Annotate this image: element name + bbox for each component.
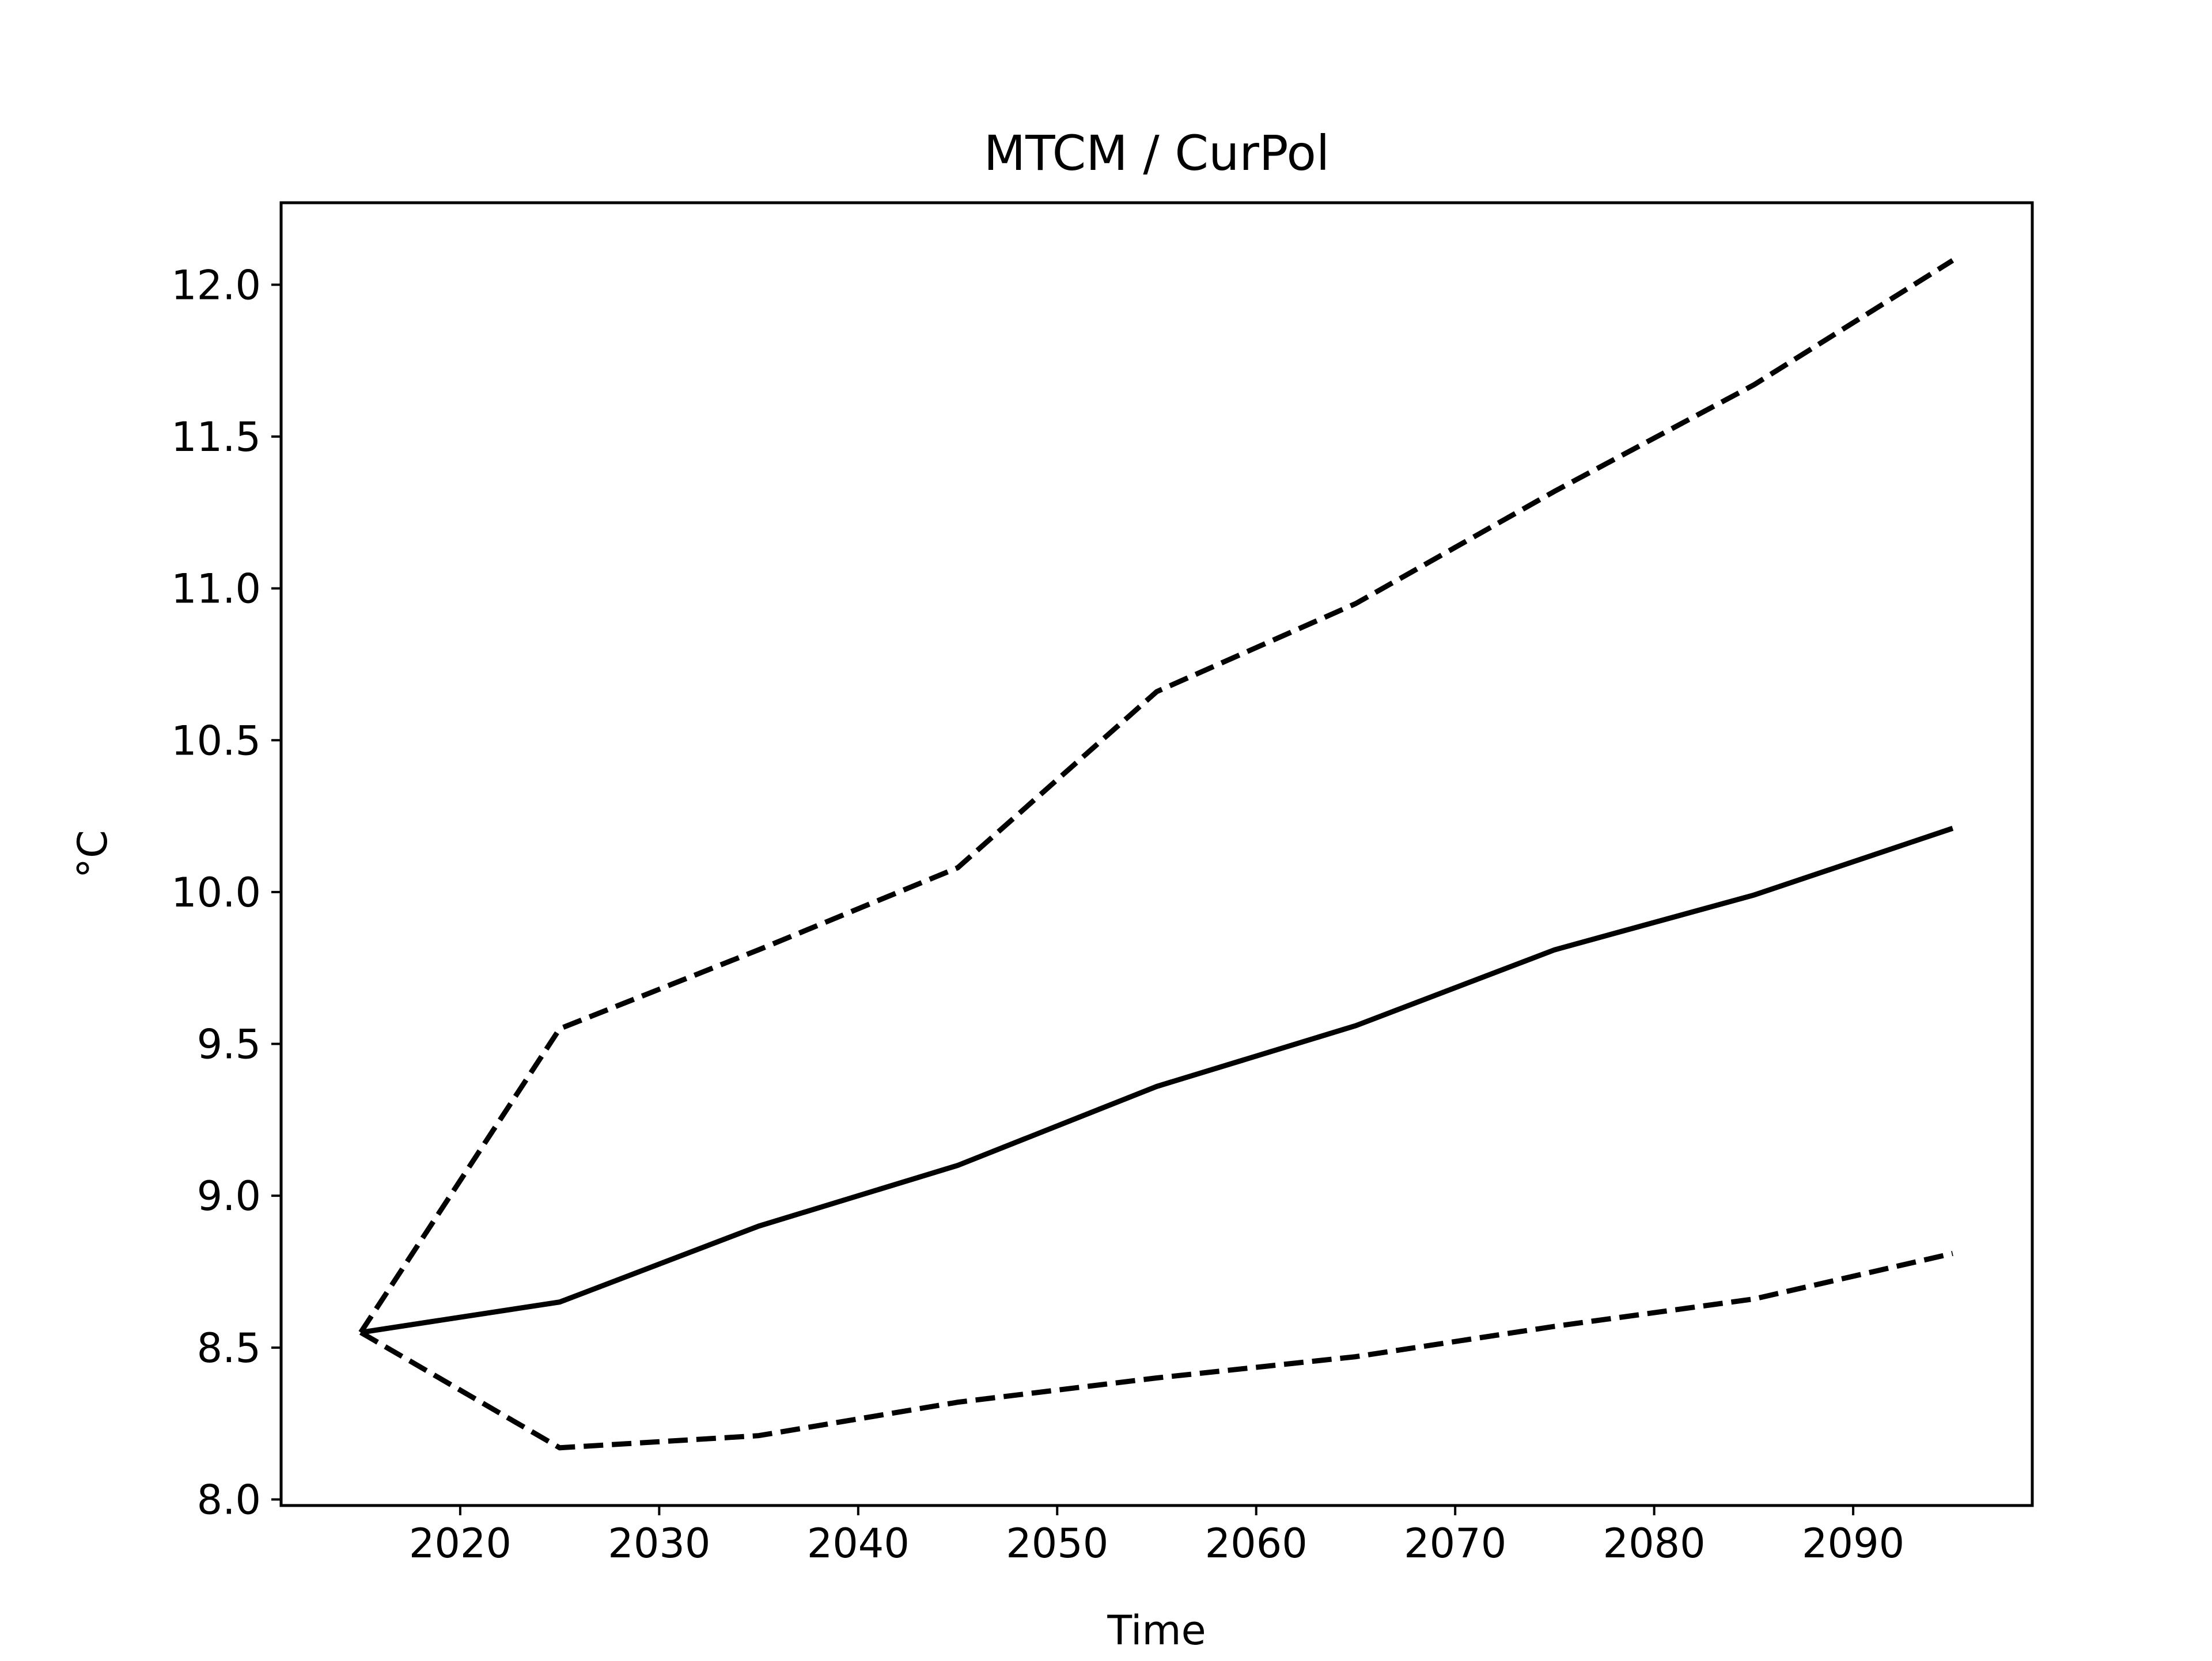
y-tick-label: 12.0 xyxy=(171,261,261,309)
x-tick-label: 2090 xyxy=(1802,1520,1904,1567)
y-axis-label: °C xyxy=(69,830,116,878)
y-tick-label: 9.5 xyxy=(197,1021,261,1068)
y-tick-label: 11.5 xyxy=(171,414,261,461)
x-tick-label: 2050 xyxy=(1006,1520,1108,1567)
x-tick-label: 2070 xyxy=(1404,1520,1506,1567)
y-tick-label: 10.0 xyxy=(171,869,261,916)
x-tick-label: 2060 xyxy=(1205,1520,1308,1567)
y-tick-label: 10.5 xyxy=(171,717,261,764)
x-tick-label: 2080 xyxy=(1603,1520,1706,1567)
x-axis-label: Time xyxy=(1107,1607,1206,1654)
y-tick-label: 11.0 xyxy=(171,566,261,613)
x-tick-label: 2030 xyxy=(608,1520,710,1567)
chart-title: MTCM / CurPol xyxy=(984,125,1330,181)
y-tick-label: 9.0 xyxy=(197,1173,261,1220)
y-tick-label: 8.5 xyxy=(197,1325,261,1372)
x-tick-label: 2020 xyxy=(409,1520,512,1567)
x-tick-label: 2040 xyxy=(807,1520,910,1567)
y-tick-label: 8.0 xyxy=(197,1476,261,1523)
